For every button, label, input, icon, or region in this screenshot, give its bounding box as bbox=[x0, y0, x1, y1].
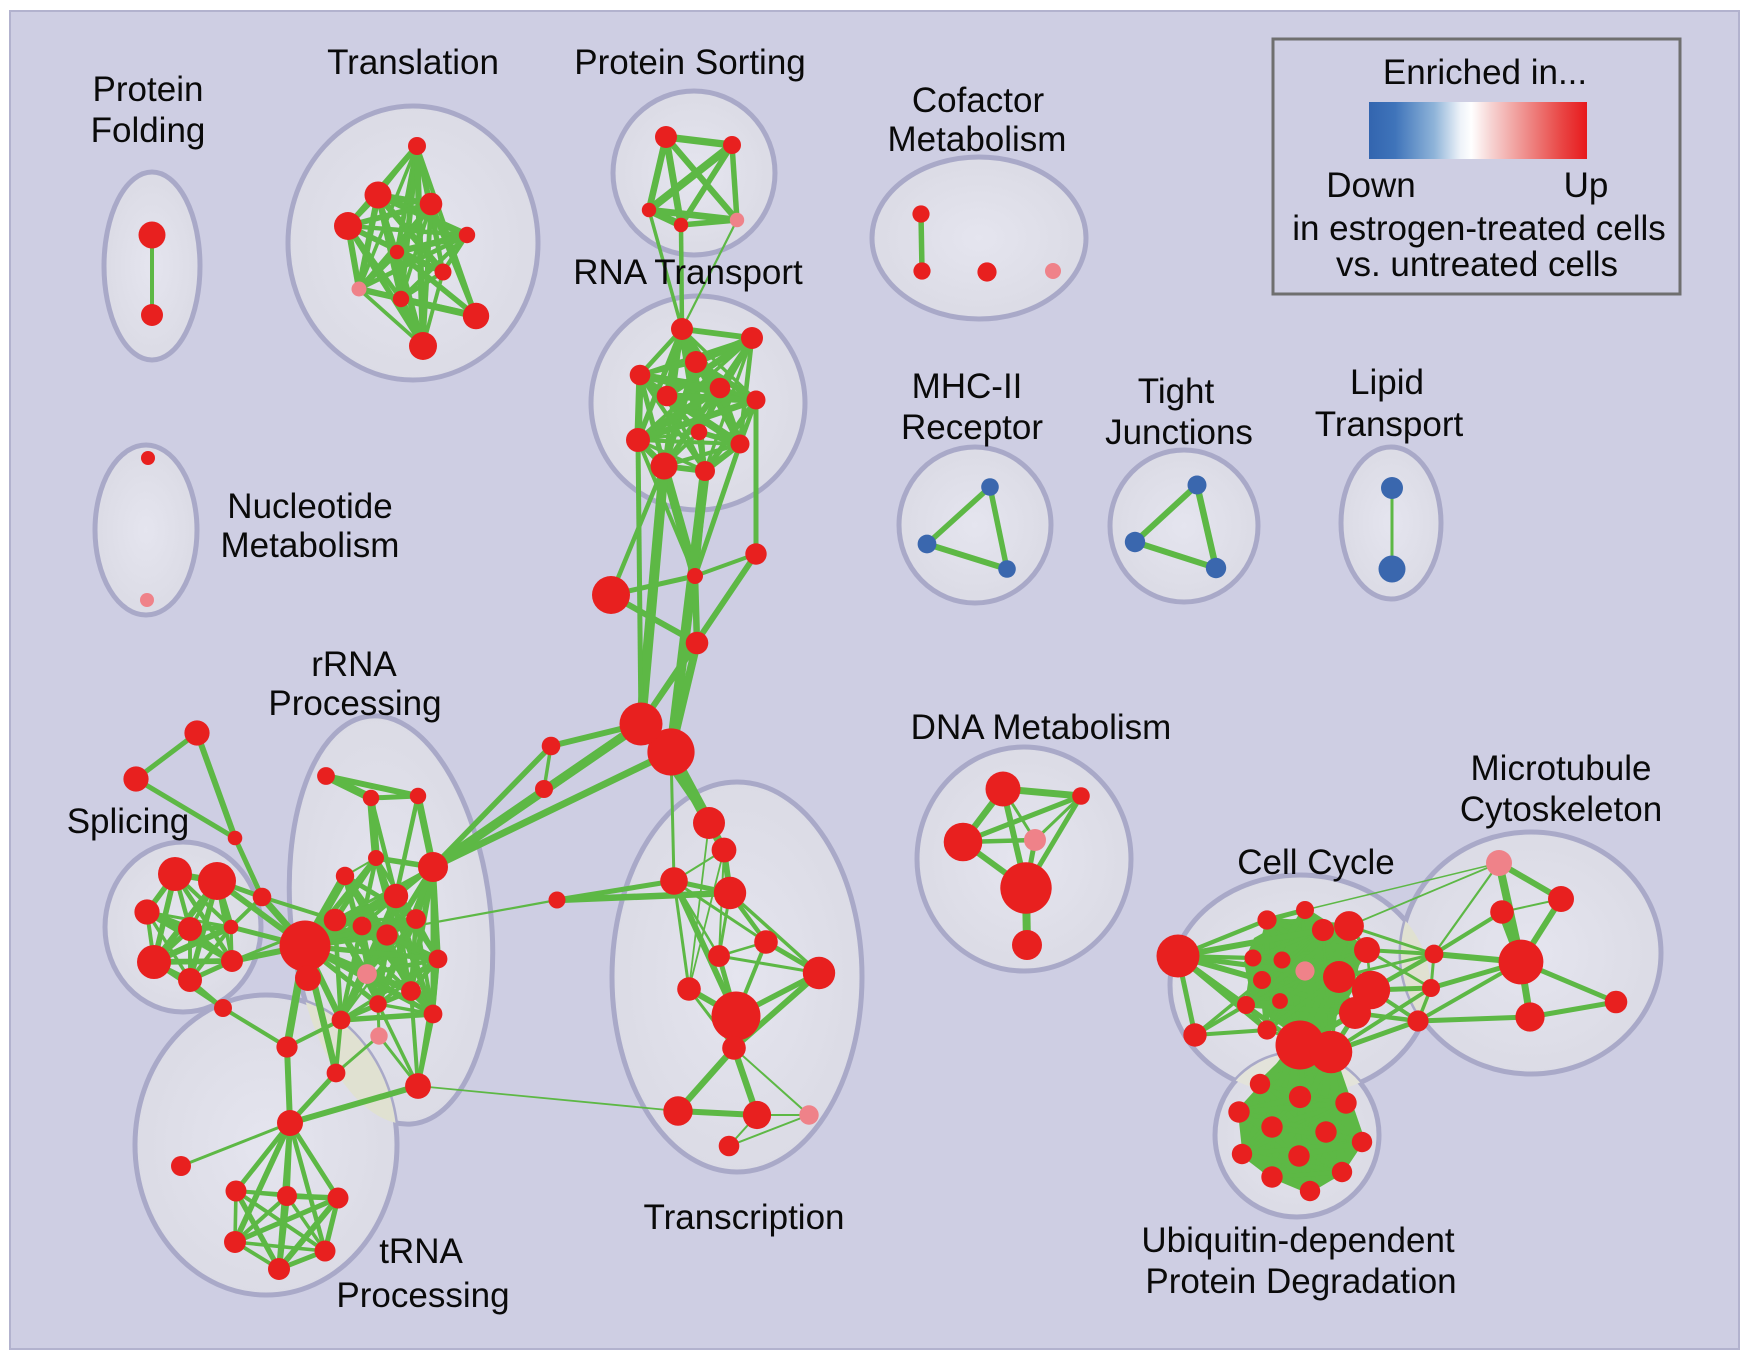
svg-text:Cell Cycle: Cell Cycle bbox=[1237, 843, 1395, 882]
svg-text:Protein Sorting: Protein Sorting bbox=[574, 43, 806, 82]
svg-text:RNA Transport: RNA Transport bbox=[573, 253, 803, 292]
svg-text:Splicing: Splicing bbox=[67, 802, 190, 841]
svg-text:Receptor: Receptor bbox=[901, 408, 1043, 447]
svg-text:vs. untreated cells: vs. untreated cells bbox=[1336, 245, 1618, 284]
svg-text:DNA Metabolism: DNA Metabolism bbox=[911, 708, 1172, 747]
svg-text:Cytoskeleton: Cytoskeleton bbox=[1460, 790, 1662, 829]
svg-text:tRNA: tRNA bbox=[379, 1232, 463, 1271]
svg-text:Processing: Processing bbox=[268, 684, 441, 723]
svg-text:Lipid: Lipid bbox=[1350, 363, 1424, 402]
svg-text:rRNA: rRNA bbox=[311, 645, 397, 684]
svg-text:Cofactor: Cofactor bbox=[912, 81, 1045, 120]
svg-text:Microtubule: Microtubule bbox=[1471, 749, 1652, 788]
svg-text:Translation: Translation bbox=[327, 43, 499, 82]
svg-text:Tight: Tight bbox=[1138, 372, 1215, 411]
svg-text:Processing: Processing bbox=[336, 1276, 509, 1315]
svg-text:Protein Degradation: Protein Degradation bbox=[1145, 1262, 1456, 1301]
svg-text:Folding: Folding bbox=[91, 111, 206, 150]
svg-text:Ubiquitin-dependent: Ubiquitin-dependent bbox=[1141, 1221, 1455, 1260]
svg-text:Metabolism: Metabolism bbox=[221, 526, 400, 565]
svg-text:MHC-II: MHC-II bbox=[912, 367, 1023, 406]
svg-text:Protein: Protein bbox=[93, 70, 204, 109]
svg-text:Transport: Transport bbox=[1315, 405, 1464, 444]
svg-text:Junctions: Junctions bbox=[1105, 413, 1253, 452]
svg-text:Metabolism: Metabolism bbox=[888, 120, 1067, 159]
svg-text:Transcription: Transcription bbox=[644, 1198, 845, 1237]
svg-text:Down: Down bbox=[1326, 166, 1415, 205]
svg-text:Nucleotide: Nucleotide bbox=[227, 487, 392, 526]
svg-text:Up: Up bbox=[1564, 166, 1609, 205]
svg-text:in estrogen-treated cells: in estrogen-treated cells bbox=[1292, 209, 1666, 248]
svg-text:Enriched in...: Enriched in... bbox=[1383, 53, 1587, 92]
